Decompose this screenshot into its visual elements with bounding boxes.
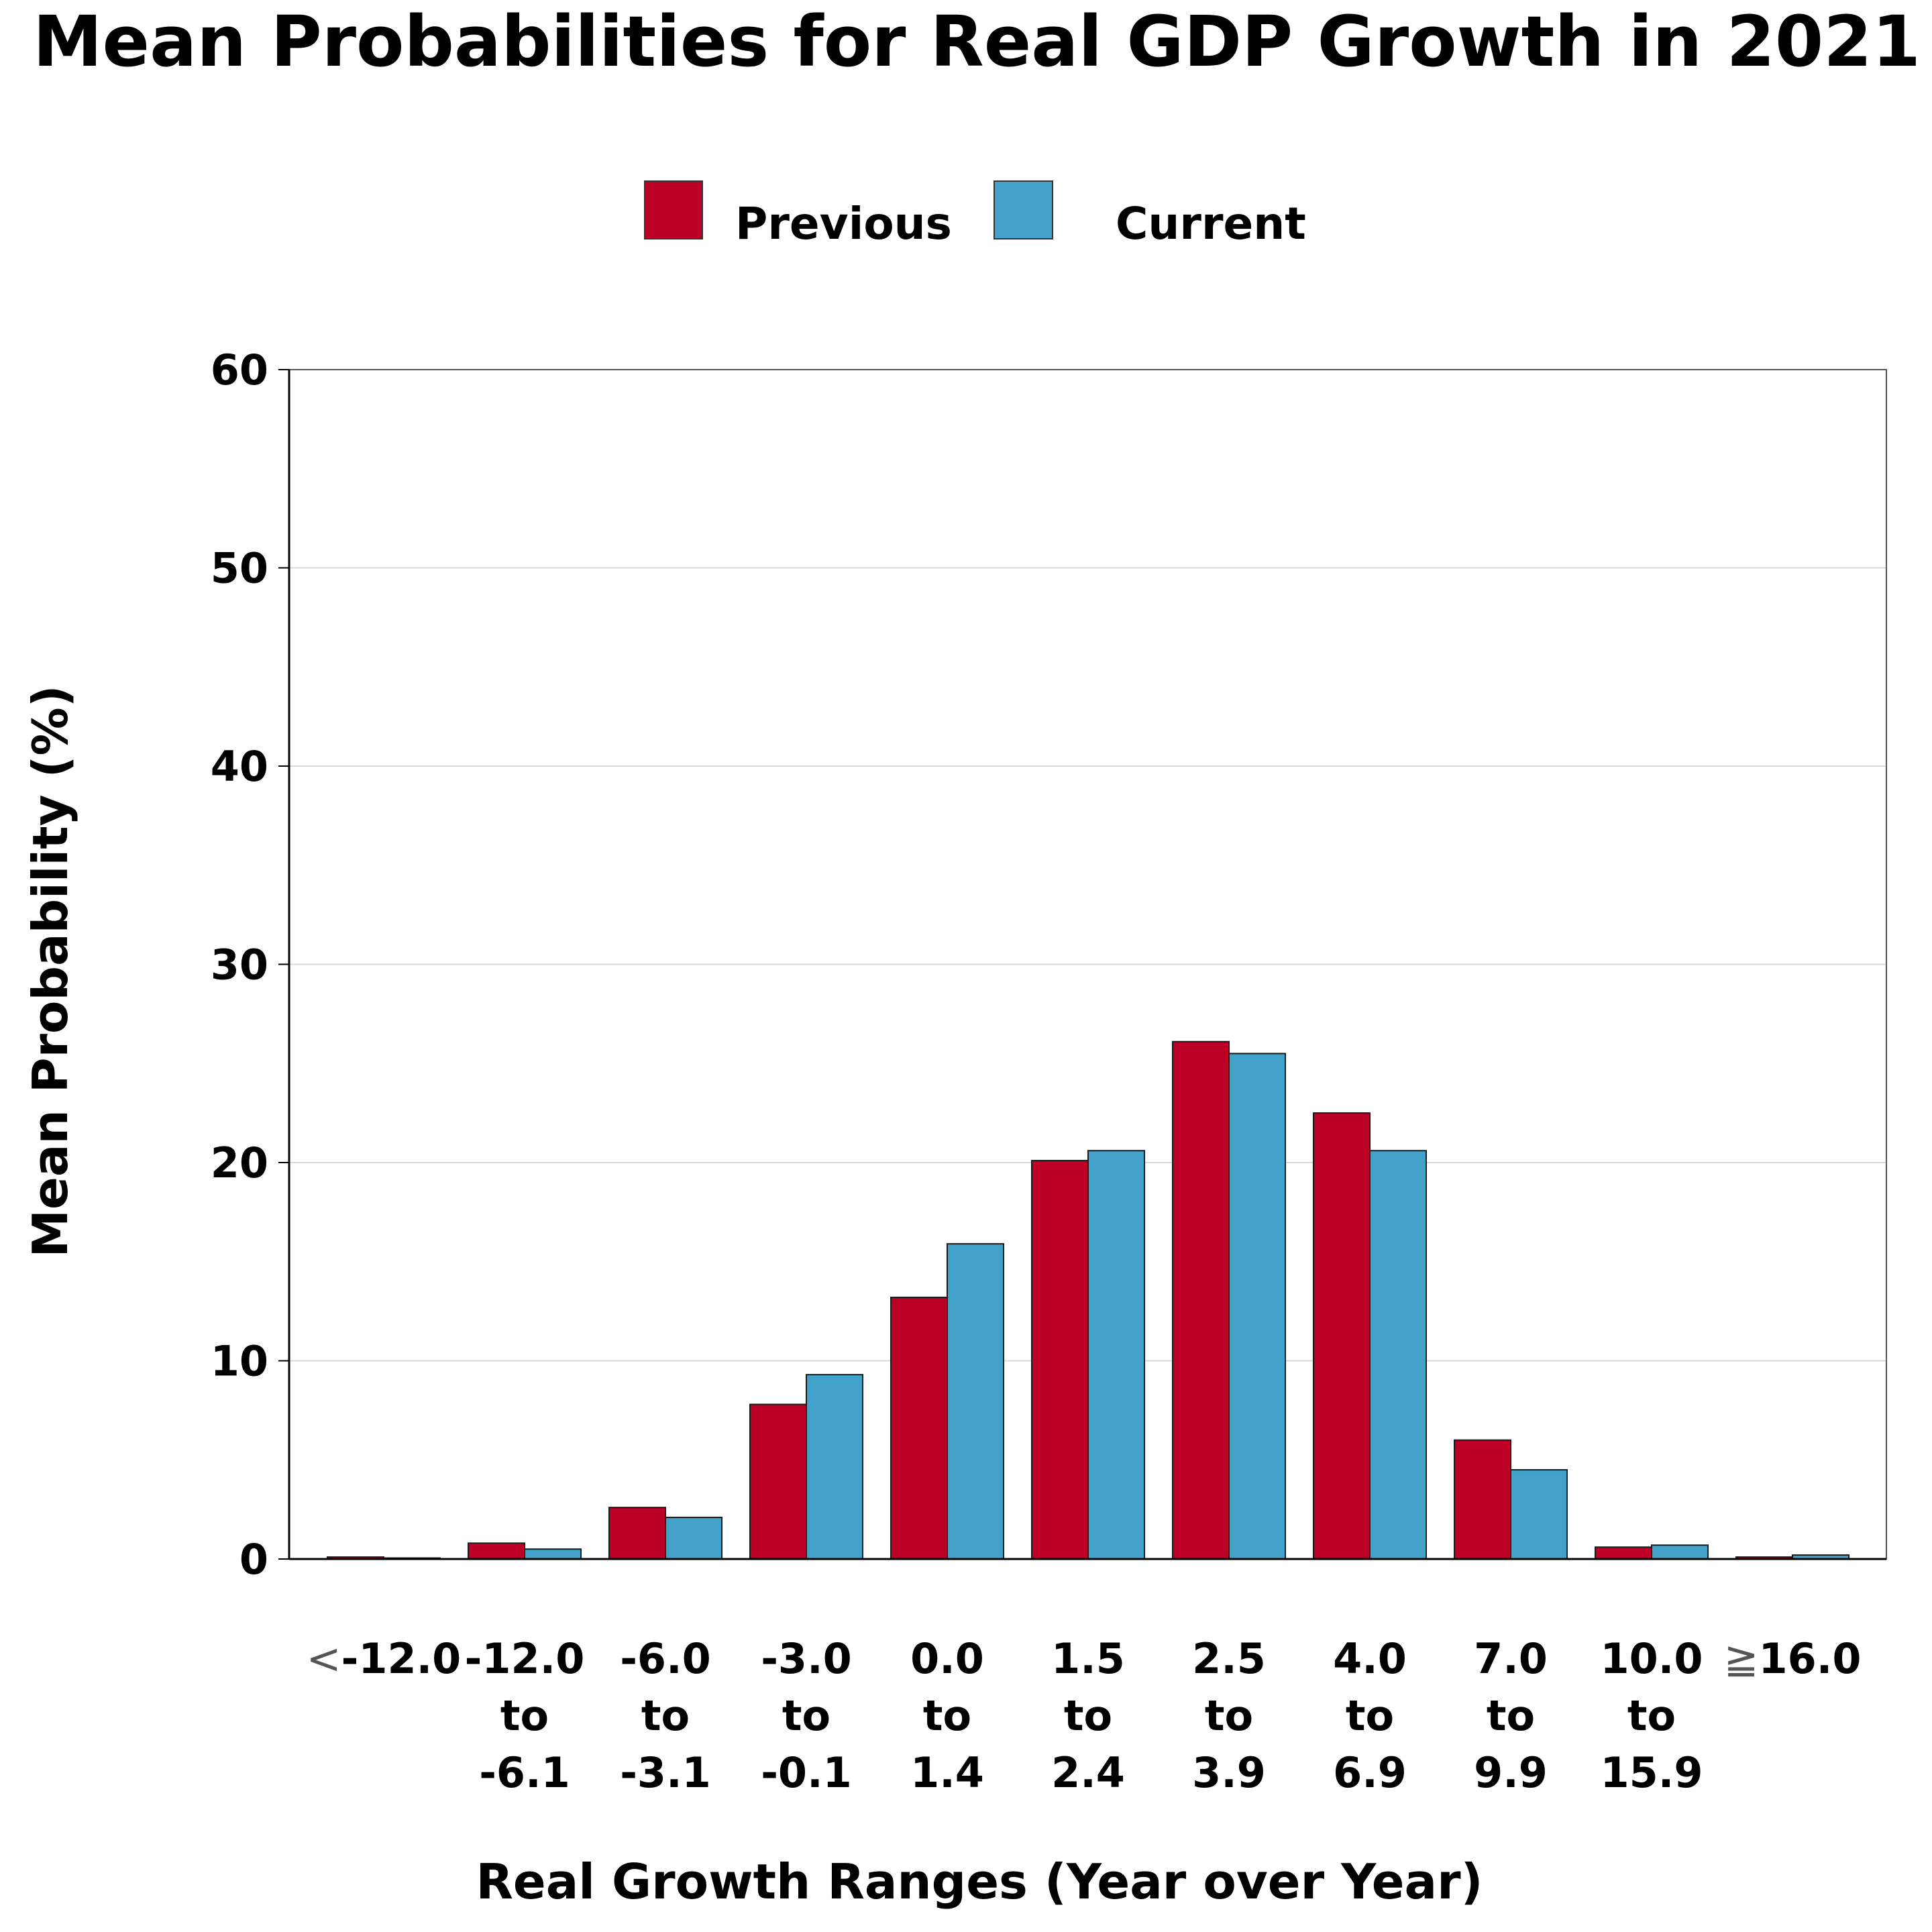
bar-current-4 — [947, 1243, 1004, 1560]
x-tick-label-line: to — [1627, 1691, 1676, 1740]
legend-label-current: Current — [1116, 198, 1306, 250]
x-tick-label-line: 4.0 — [1333, 1634, 1407, 1683]
gridlines — [289, 567, 1886, 1362]
chart-title: Mean Probabilities for Real GDP Growth i… — [33, 1, 1921, 83]
x-axis-title: Real Growth Ranges (Year over Year) — [476, 1854, 1483, 1910]
x-tick-label-line: -12.0 — [465, 1634, 585, 1683]
legend-swatch-current — [994, 180, 1053, 239]
x-tick-label: -3.0 to -0.1 — [761, 1634, 852, 1797]
x-tick-label-line: -6.1 — [479, 1748, 570, 1797]
bar-previous-4 — [890, 1296, 948, 1560]
x-tick-labels: <-12.0 -12.0to-6.1-6.0to-3.1-3.0to-0.10.0… — [307, 1634, 1862, 1797]
x-tick-label: 10.0 to 15.9 — [1601, 1634, 1703, 1797]
x-tick-label: 7.0 to 9.9 — [1474, 1634, 1548, 1797]
bar-previous-2 — [608, 1507, 666, 1560]
x-tick-label: <-12.0 — [307, 1634, 462, 1683]
bar-current-3 — [806, 1374, 863, 1560]
x-tick-label-line: to — [1064, 1691, 1112, 1740]
x-tick-label-line: <-12.0 — [307, 1634, 462, 1683]
x-tick-label-line: 7.0 — [1474, 1634, 1548, 1683]
bar-current-9 — [1651, 1544, 1709, 1560]
bar-current-7 — [1369, 1150, 1427, 1560]
x-tick-label: ≧16.0 — [1724, 1634, 1862, 1683]
x-tick-label-line: to — [1487, 1691, 1535, 1740]
x-tick-label: -6.0 to -3.1 — [620, 1634, 711, 1797]
x-tick-label: 0.0 to 1.4 — [910, 1634, 984, 1797]
bar-previous-7 — [1313, 1112, 1371, 1560]
x-tick-label-line: -6.0 — [620, 1634, 711, 1683]
y-tick-label: 40 — [211, 742, 268, 791]
x-tick-label-line: 10.0 — [1601, 1634, 1703, 1683]
y-tick-label: 10 — [211, 1337, 268, 1386]
x-tick-label-line: to — [923, 1691, 971, 1740]
bar-current-5 — [1087, 1150, 1145, 1560]
x-tick-label: -12.0 to -6.1 — [465, 1634, 585, 1797]
x-tick-label-line: 9.9 — [1474, 1748, 1548, 1797]
bar-previous-1 — [468, 1542, 525, 1560]
x-tick-label-line: ≧16.0 — [1724, 1634, 1862, 1683]
y-tick-label: 20 — [211, 1138, 268, 1187]
bar-current-6 — [1228, 1053, 1286, 1560]
bar-current-1 — [524, 1548, 582, 1560]
bar-previous-3 — [749, 1403, 807, 1560]
y-tick-labels: 0 10 20 30 40 50 60 — [211, 345, 268, 1584]
x-tick-label-line: -3.1 — [620, 1748, 711, 1797]
axes — [278, 369, 1887, 1560]
x-tick-label-line: 2.4 — [1051, 1748, 1125, 1797]
bar-previous-6 — [1172, 1040, 1230, 1560]
x-tick-label-line: to — [1346, 1691, 1394, 1740]
bar-previous-9 — [1595, 1546, 1652, 1560]
x-tick-label: 1.5 to 2.4 — [1051, 1634, 1125, 1797]
y-tick-label: 60 — [211, 345, 268, 394]
x-tick-label-line: to — [641, 1691, 690, 1740]
bar-current-8 — [1510, 1469, 1568, 1560]
x-tick-label-line: 15.9 — [1601, 1748, 1703, 1797]
x-tick-label-line: 1.5 — [1051, 1634, 1125, 1683]
y-tick-label: 30 — [211, 941, 268, 989]
legend-swatch-previous — [644, 180, 703, 239]
x-tick-label-line: 6.9 — [1333, 1748, 1407, 1797]
x-tick-label-line: -3.0 — [761, 1634, 852, 1683]
x-tick-label-line: 0.0 — [910, 1634, 984, 1683]
x-tick-label-line: 2.5 — [1192, 1634, 1266, 1683]
x-tick-label-line: 1.4 — [910, 1748, 984, 1797]
bar-current-2 — [665, 1516, 722, 1560]
bar-previous-5 — [1031, 1160, 1089, 1560]
x-tick-label-line: to — [500, 1691, 549, 1740]
bar-previous-8 — [1454, 1439, 1511, 1560]
x-tick-label-line: to — [1205, 1691, 1253, 1740]
x-tick-label: 2.5 to 3.9 — [1192, 1634, 1266, 1797]
x-tick-label-value: -12.0 — [341, 1634, 462, 1683]
bars — [327, 1040, 1849, 1560]
x-tick-label-symbol: ≧ — [1724, 1634, 1759, 1683]
y-tick-label: 0 — [239, 1535, 268, 1584]
y-axis-title: Mean Probability (%) — [22, 685, 78, 1257]
x-tick-label-symbol: < — [307, 1634, 341, 1683]
x-tick-label-value: 16.0 — [1758, 1634, 1861, 1683]
x-tick-label-line: -0.1 — [761, 1748, 852, 1797]
legend: Previous Current — [644, 180, 1306, 250]
x-tick-label-line: 3.9 — [1192, 1748, 1266, 1797]
legend-label-previous: Previous — [735, 198, 952, 250]
y-tick-label: 50 — [211, 544, 268, 593]
x-tick-label-line: to — [782, 1691, 830, 1740]
x-tick-label: 4.0 to 6.9 — [1333, 1634, 1407, 1797]
